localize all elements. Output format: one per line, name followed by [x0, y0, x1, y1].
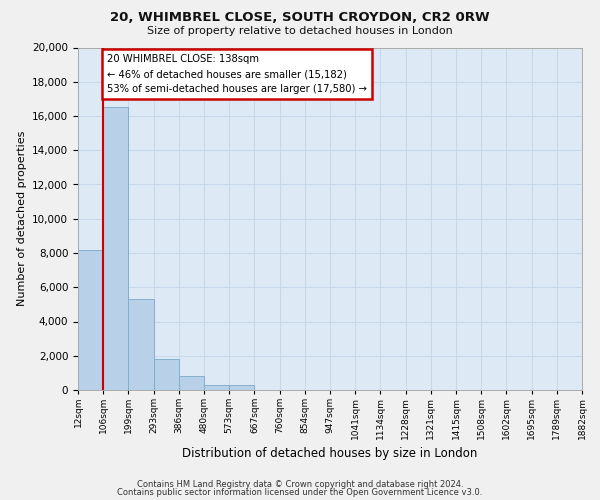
Text: 20 WHIMBREL CLOSE: 138sqm
← 46% of detached houses are smaller (15,182)
53% of s: 20 WHIMBREL CLOSE: 138sqm ← 46% of detac…: [107, 54, 367, 94]
Bar: [229, 386, 254, 390]
Y-axis label: Number of detached properties: Number of detached properties: [17, 131, 26, 306]
Bar: [78, 250, 103, 390]
Bar: [179, 376, 204, 390]
Bar: [128, 299, 154, 390]
Bar: [204, 386, 229, 390]
Bar: [103, 108, 128, 390]
Bar: [154, 359, 179, 390]
Text: 20, WHIMBREL CLOSE, SOUTH CROYDON, CR2 0RW: 20, WHIMBREL CLOSE, SOUTH CROYDON, CR2 0…: [110, 11, 490, 24]
X-axis label: Distribution of detached houses by size in London: Distribution of detached houses by size …: [182, 448, 478, 460]
Text: Size of property relative to detached houses in London: Size of property relative to detached ho…: [147, 26, 453, 36]
Text: Contains HM Land Registry data © Crown copyright and database right 2024.: Contains HM Land Registry data © Crown c…: [137, 480, 463, 489]
Text: Contains public sector information licensed under the Open Government Licence v3: Contains public sector information licen…: [118, 488, 482, 497]
